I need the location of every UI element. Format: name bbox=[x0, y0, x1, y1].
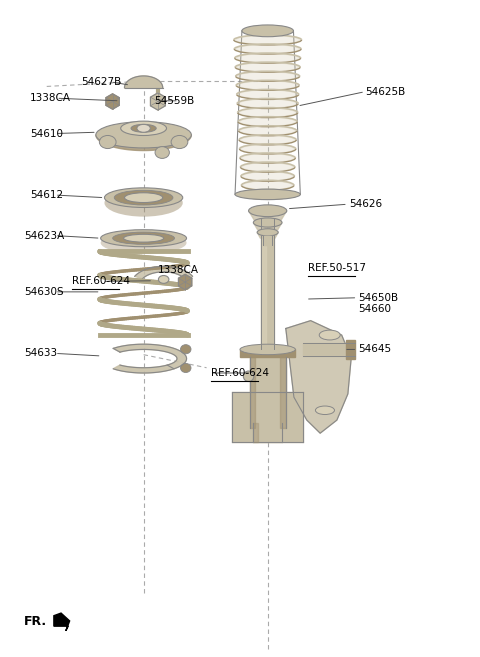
Polygon shape bbox=[238, 90, 297, 99]
Text: 54660: 54660 bbox=[359, 304, 391, 314]
Polygon shape bbox=[243, 190, 292, 199]
Ellipse shape bbox=[131, 124, 156, 132]
Text: REF.60-624: REF.60-624 bbox=[72, 277, 130, 286]
Polygon shape bbox=[242, 163, 294, 171]
Ellipse shape bbox=[180, 363, 191, 373]
Ellipse shape bbox=[249, 205, 287, 217]
Polygon shape bbox=[240, 126, 295, 135]
Text: 54633: 54633 bbox=[24, 348, 58, 358]
Text: REF.60-624: REF.60-624 bbox=[211, 368, 269, 378]
Ellipse shape bbox=[171, 135, 188, 148]
Polygon shape bbox=[261, 219, 275, 350]
Polygon shape bbox=[243, 181, 293, 190]
Polygon shape bbox=[236, 45, 300, 53]
Ellipse shape bbox=[105, 189, 183, 217]
Ellipse shape bbox=[253, 218, 282, 227]
Ellipse shape bbox=[180, 345, 191, 354]
Polygon shape bbox=[249, 211, 287, 220]
Ellipse shape bbox=[101, 230, 187, 247]
Polygon shape bbox=[54, 613, 70, 631]
Polygon shape bbox=[135, 266, 192, 279]
Polygon shape bbox=[250, 357, 255, 428]
Polygon shape bbox=[150, 93, 165, 110]
Ellipse shape bbox=[240, 344, 295, 355]
Ellipse shape bbox=[114, 191, 173, 205]
Polygon shape bbox=[113, 344, 187, 373]
Ellipse shape bbox=[96, 122, 192, 148]
Ellipse shape bbox=[123, 235, 164, 242]
Ellipse shape bbox=[257, 229, 278, 236]
Polygon shape bbox=[232, 392, 303, 442]
Text: 54650B: 54650B bbox=[359, 293, 398, 303]
Ellipse shape bbox=[155, 147, 169, 158]
Ellipse shape bbox=[101, 232, 187, 254]
Text: FR.: FR. bbox=[24, 615, 48, 628]
Text: 1338CA: 1338CA bbox=[30, 93, 71, 103]
Text: 54627B: 54627B bbox=[82, 77, 122, 87]
Text: 54626: 54626 bbox=[349, 199, 382, 209]
Ellipse shape bbox=[124, 193, 163, 202]
Polygon shape bbox=[253, 423, 258, 442]
Polygon shape bbox=[237, 72, 298, 81]
Polygon shape bbox=[240, 135, 295, 145]
Polygon shape bbox=[240, 350, 295, 357]
Text: 54645: 54645 bbox=[359, 344, 392, 354]
Ellipse shape bbox=[243, 371, 254, 382]
Text: 54610: 54610 bbox=[30, 129, 63, 139]
Polygon shape bbox=[124, 76, 163, 88]
Text: 54630S: 54630S bbox=[24, 287, 64, 297]
Ellipse shape bbox=[99, 135, 116, 148]
Ellipse shape bbox=[242, 25, 293, 37]
Polygon shape bbox=[239, 99, 297, 108]
Polygon shape bbox=[237, 62, 299, 72]
Polygon shape bbox=[238, 81, 298, 90]
Polygon shape bbox=[240, 117, 296, 126]
Text: 54612: 54612 bbox=[30, 190, 63, 200]
Polygon shape bbox=[239, 108, 296, 117]
Text: REF.50-517: REF.50-517 bbox=[308, 263, 366, 273]
Polygon shape bbox=[303, 343, 347, 356]
Text: 1338CA: 1338CA bbox=[158, 265, 199, 275]
Polygon shape bbox=[263, 236, 273, 245]
Ellipse shape bbox=[158, 275, 169, 283]
Ellipse shape bbox=[113, 232, 175, 244]
Polygon shape bbox=[237, 54, 299, 62]
Polygon shape bbox=[236, 35, 300, 45]
Polygon shape bbox=[253, 223, 282, 230]
Ellipse shape bbox=[137, 124, 150, 132]
Ellipse shape bbox=[105, 188, 183, 208]
Polygon shape bbox=[286, 321, 351, 433]
Polygon shape bbox=[96, 135, 192, 150]
Polygon shape bbox=[241, 145, 294, 154]
Ellipse shape bbox=[235, 189, 300, 200]
Polygon shape bbox=[257, 233, 278, 238]
Polygon shape bbox=[347, 340, 355, 359]
Ellipse shape bbox=[319, 330, 340, 340]
Polygon shape bbox=[241, 154, 294, 162]
Polygon shape bbox=[106, 94, 119, 109]
Polygon shape bbox=[242, 171, 293, 181]
Text: 54623A: 54623A bbox=[24, 231, 64, 240]
Polygon shape bbox=[261, 219, 265, 350]
Text: 54625B: 54625B bbox=[365, 87, 406, 97]
Polygon shape bbox=[253, 423, 282, 442]
Ellipse shape bbox=[120, 121, 167, 135]
Ellipse shape bbox=[315, 406, 335, 415]
Polygon shape bbox=[179, 275, 192, 290]
Polygon shape bbox=[250, 357, 286, 428]
Polygon shape bbox=[280, 357, 286, 428]
Text: 54559B: 54559B bbox=[154, 96, 194, 106]
